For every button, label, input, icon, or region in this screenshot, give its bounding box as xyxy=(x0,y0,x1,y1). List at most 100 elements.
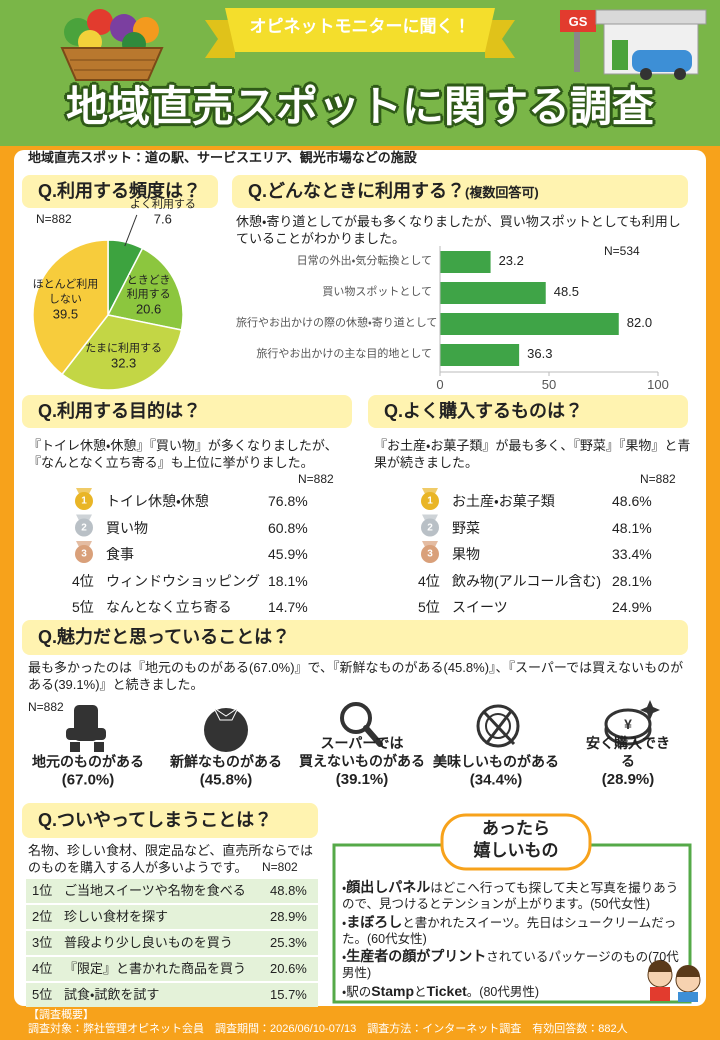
rank: 2位 xyxy=(32,909,53,924)
section-heading-bg xyxy=(22,175,218,208)
medal-rank: 1 xyxy=(81,495,87,507)
attraction-label: 美味しいものがある xyxy=(433,753,559,770)
rank: 1位 xyxy=(32,883,53,898)
wish-text: ・ xyxy=(342,881,347,895)
section-heading-bg xyxy=(22,395,352,428)
section-heading: Q.利用する目的は？ xyxy=(38,395,201,428)
rank-item: トイレ休憩・休憩 xyxy=(106,493,209,509)
wish-emphasis: まぼろし xyxy=(346,913,403,930)
wishes-bubble xyxy=(440,813,592,871)
pie-slice xyxy=(60,314,183,391)
wish-text: と書かれたスイーツ。先日はシュークリームだった。(60代女性) xyxy=(342,915,677,946)
sample-size: N=534 xyxy=(604,244,640,258)
rank-percent: 28.9% xyxy=(270,909,307,924)
wish-item: ・駅のStampとTicket。(80代男性) xyxy=(342,982,686,1000)
rank: 4位 xyxy=(418,572,440,589)
section-heading-bg xyxy=(368,395,688,428)
chart-description: 休憩・寄り道としてが最も多くなりましたが、買い物スポットとしても利用していること… xyxy=(236,214,681,246)
svg-text:GS: GS xyxy=(569,14,588,29)
bar xyxy=(440,282,546,304)
row-bg xyxy=(26,905,318,929)
rank: 5位 xyxy=(32,987,53,1002)
x-tick-label: 0 xyxy=(436,377,444,392)
rank-percent: 14.7% xyxy=(268,599,308,615)
footer-title: 【調査概要】 xyxy=(28,1009,94,1021)
wish-text: はどこへ行っても探して夫と写真を撮りあうので、見つけるとテンションが上がります。… xyxy=(342,881,679,912)
wishes-list: ・顔出しパネルはどこへ行っても探して夫と写真を撮りあうので、見つけるとテンション… xyxy=(342,878,686,1000)
sample-size: N=882 xyxy=(36,212,72,226)
heading-text: Q.どんなときに利用する？ xyxy=(248,181,466,201)
pie-category: ほとんど利用 しない xyxy=(32,278,99,305)
rank-percent: 60.8% xyxy=(268,519,308,536)
sample-size: N=882 xyxy=(298,472,334,486)
page-title: 地域直売スポットに関する調査 xyxy=(65,83,654,130)
icon-local xyxy=(66,705,106,752)
rank: 3位 xyxy=(32,935,53,950)
wish-text: されているパッケージのもの(70代男性) xyxy=(342,950,679,981)
pie-value: 7.6 xyxy=(153,211,172,227)
rank: 5位 xyxy=(72,599,94,615)
rank-item: 買い物 xyxy=(106,519,148,536)
attraction-item: 地元のものがある (67.0%) xyxy=(32,752,144,790)
section-heading: Q.どんなときに利用する？(複数回答可) xyxy=(248,175,539,208)
rank-percent: 45.9% xyxy=(268,546,308,562)
wishes-frame xyxy=(332,843,692,1004)
section-description: 『お土産・お菓子類』が最も多く、『野菜』『果物』と青果が続きました。 xyxy=(374,438,691,470)
section-heading-bg xyxy=(22,803,318,838)
heading-text: Q.魅力だと思っていることは？ xyxy=(38,627,291,647)
rank-percent: 28.1% xyxy=(612,572,652,589)
icon-coin: ¥ xyxy=(604,700,660,746)
rank-item: お土産・お菓子類 xyxy=(452,493,555,509)
medal-rank: 1 xyxy=(427,495,433,507)
row-bg xyxy=(26,931,318,955)
icon-search xyxy=(340,702,383,747)
section-description: 名物、珍しい食材、限定品など、直売所ならではのものを購入する人が多いようです。 xyxy=(28,843,313,875)
section-heading-bg xyxy=(232,175,688,208)
heading-text: Q.利用する目的は？ xyxy=(38,401,202,421)
attraction-label: 新鮮なものがある xyxy=(170,753,282,770)
pie-label: よく利用する 7.6 xyxy=(130,197,196,228)
attraction-percent: (34.4%) xyxy=(469,771,523,789)
x-tick-label: 50 xyxy=(541,377,557,392)
pie-label: ときどき 利用する 20.6 xyxy=(127,273,171,318)
attraction-label: スーパーでは 買えないものがある xyxy=(299,735,425,770)
attraction-percent: (67.0%) xyxy=(61,771,115,789)
wish-text: 。(80代男性) xyxy=(466,984,540,999)
leader-line xyxy=(124,214,138,247)
bar xyxy=(440,251,491,273)
attraction-percent: (39.1%) xyxy=(335,771,389,789)
rank-item: 野菜 xyxy=(452,519,480,536)
definition: 地域直売スポット：道の駅、サービスエリア、観光市場などの施設 xyxy=(28,150,417,165)
rank-item: スイーツ xyxy=(452,599,508,615)
gas-station: GS xyxy=(560,9,707,80)
attraction-label: 安く購入できる xyxy=(586,735,670,770)
rank-percent: 33.4% xyxy=(612,546,652,562)
bar-category: 日常の外出・気分転換として xyxy=(296,255,432,267)
bar xyxy=(440,344,520,366)
pie-slice xyxy=(106,247,184,331)
bar-value-label: 82.0 xyxy=(626,315,653,330)
pie-value: 39.5 xyxy=(52,306,79,322)
medal-rank: 2 xyxy=(81,522,87,533)
vegetable-basket xyxy=(60,9,164,81)
attraction-item: 新鮮なものがある (45.8%) xyxy=(170,752,282,790)
wish-item: ・まぼろしと書かれたスイーツ。先日はシュークリームだった。(60代女性) xyxy=(342,913,686,948)
wish-item: ・顔出しパネルはどこへ行っても探して夫と写真を撮りあうので、見つけるとテンション… xyxy=(342,878,686,913)
section-heading: Q.利用する頻度は？ xyxy=(38,175,201,208)
pie-category: よく利用する xyxy=(129,198,196,211)
rank-percent: 15.7% xyxy=(270,987,307,1002)
wish-emphasis: Ticket xyxy=(426,982,467,999)
rank-percent: 76.8% xyxy=(268,493,308,509)
icon-dish xyxy=(476,704,520,748)
sample-size: N=802 xyxy=(262,860,298,874)
heading-subtitle: (複数回答可) xyxy=(465,185,539,200)
row-bg xyxy=(26,879,318,903)
medal xyxy=(421,545,439,563)
wish-emphasis: Stamp xyxy=(371,982,415,999)
rank-item: 珍しい食材を探す xyxy=(64,909,169,924)
bar-category: 旅行やお出かけの主な目的地として xyxy=(256,348,432,360)
wish-text: ・駅の xyxy=(342,984,372,999)
row-bg xyxy=(26,983,318,1007)
